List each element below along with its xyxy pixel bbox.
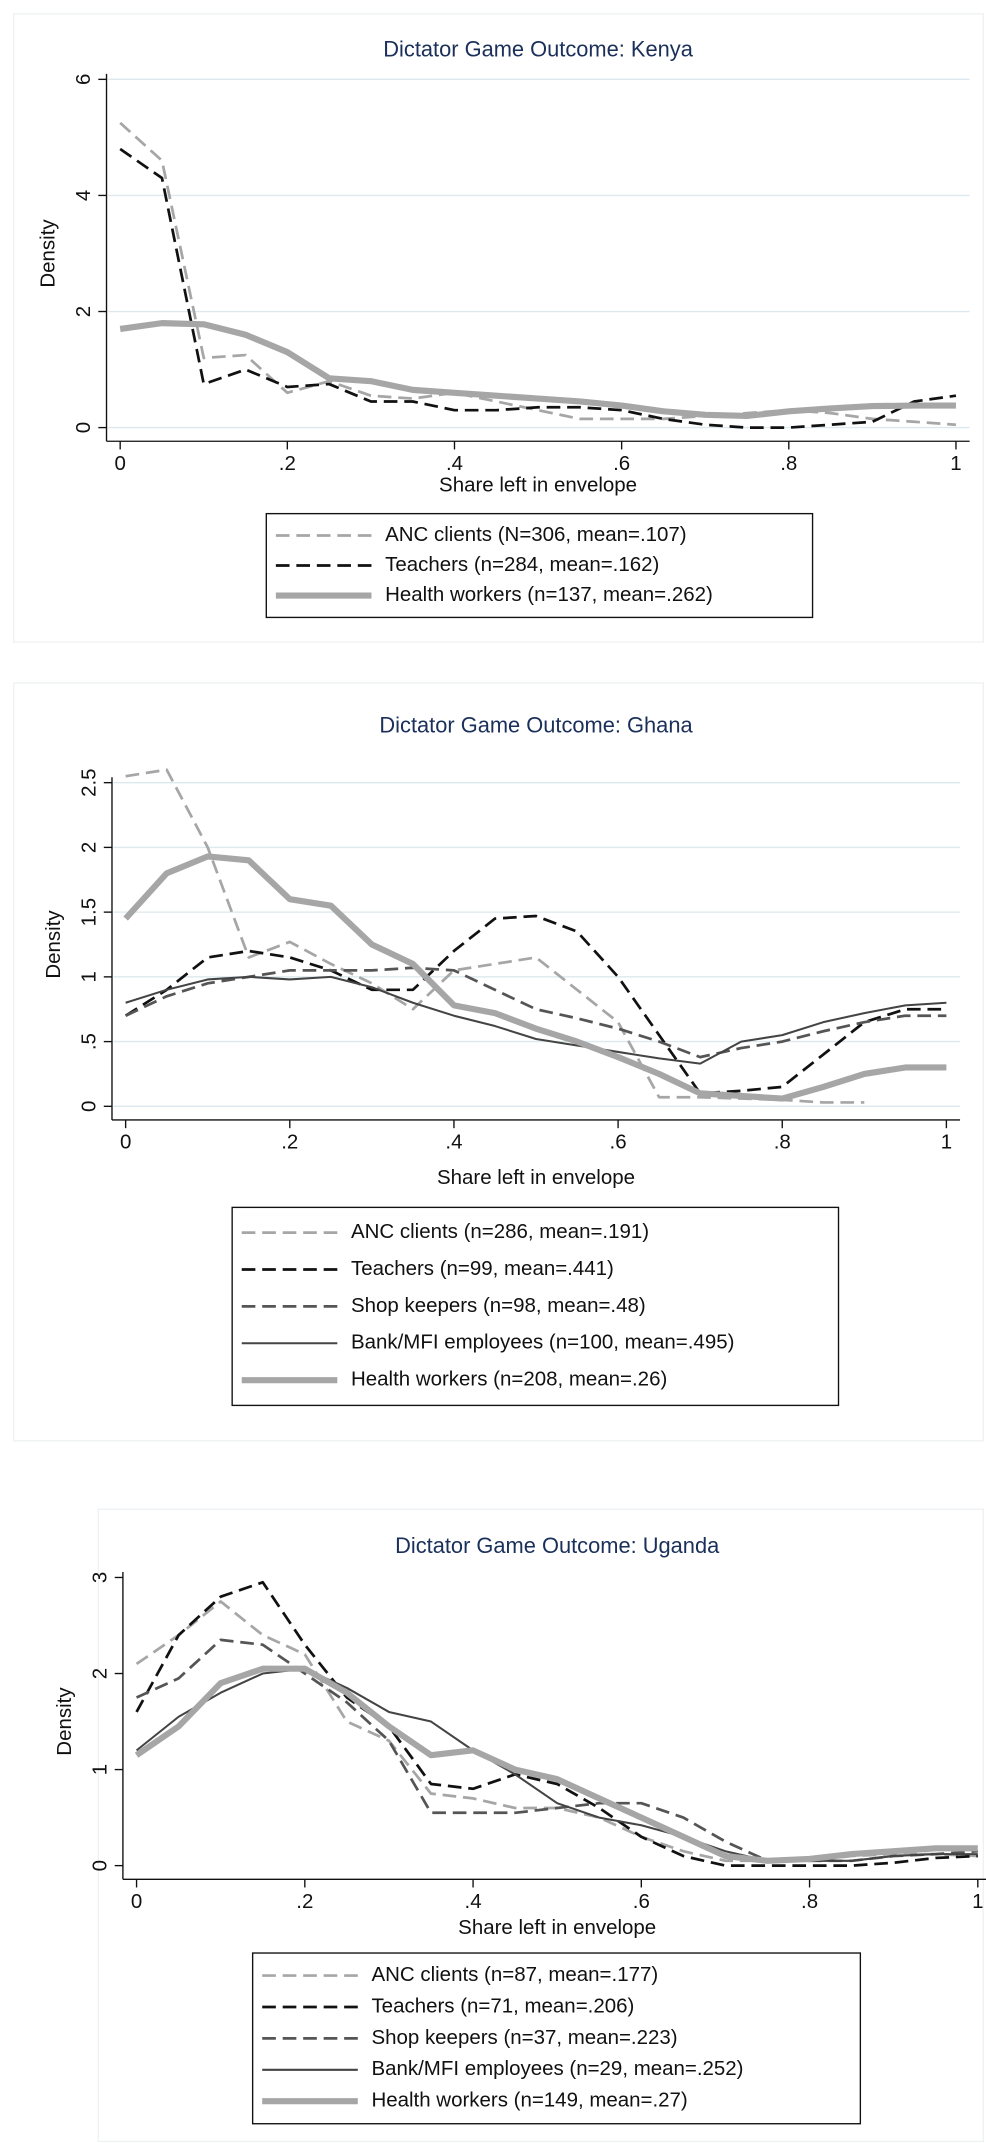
legend-label: Teachers (n=71, mean=.206) <box>371 1994 634 2017</box>
x-tick-label: .2 <box>296 1890 313 1913</box>
x-tick-label: 0 <box>114 452 125 475</box>
series-line <box>134 1665 978 1864</box>
y-axis-label: Density <box>53 1687 76 1756</box>
y-tick-label: 4 <box>72 190 95 201</box>
x-axis-label: Share left in envelope <box>437 1166 635 1189</box>
y-tick-label: .5 <box>78 1033 101 1050</box>
y-tick-label: 2.5 <box>78 768 101 796</box>
x-tick-label: .6 <box>610 1131 627 1154</box>
legend-label: Health workers (n=208, mean=.26) <box>351 1368 667 1391</box>
series-line <box>124 914 947 1095</box>
legend-label: Bank/MFI employees (n=100, mean=.495) <box>351 1331 734 1354</box>
x-tick-label: 1 <box>950 452 961 475</box>
legend-box <box>265 512 814 619</box>
x-tick-label: 0 <box>131 1890 142 1913</box>
chart-title: Dictator Game Outcome: Ghana <box>379 712 693 737</box>
legend-label: ANC clients (N=306, mean=.107) <box>385 523 687 546</box>
series-line <box>125 975 947 1065</box>
series-line <box>135 1600 978 1863</box>
y-axis-label: Density <box>37 219 60 288</box>
x-tick-label: 1 <box>941 1131 952 1154</box>
series-line <box>119 320 956 420</box>
x-tick-label: .8 <box>774 1131 791 1154</box>
legend-label: Health workers (n=137, mean=.262) <box>385 583 713 606</box>
x-tick-label: .4 <box>445 1131 462 1154</box>
x-tick-label: 0 <box>120 1131 131 1154</box>
y-tick-label: 6 <box>72 74 95 85</box>
y-tick-label: 0 <box>88 1860 111 1871</box>
panel <box>12 682 984 1442</box>
panel <box>12 13 984 643</box>
legend-label: Health workers (n=149, mean=.27) <box>371 2089 687 2112</box>
series-line <box>125 966 947 1059</box>
series-line <box>119 147 957 429</box>
chart-title: Dictator Game Outcome: Kenya <box>383 36 693 61</box>
legend-label: Shop keepers (n=98, mean=.48) <box>351 1294 646 1317</box>
x-tick-label: .8 <box>801 1890 818 1913</box>
y-tick-label: 2 <box>88 1668 111 1679</box>
x-tick-label: .4 <box>446 452 463 475</box>
series-line <box>123 853 947 1102</box>
legend-label: Shop keepers (n=37, mean=.223) <box>371 2026 677 2049</box>
y-tick-label: 2 <box>78 842 101 853</box>
x-axis-label: Share left in envelope <box>458 1916 656 1939</box>
series-line <box>125 768 865 1104</box>
y-tick-label: 3 <box>88 1572 111 1583</box>
legend-label: Bank/MFI employees (n=29, mean=.252) <box>371 2057 743 2080</box>
y-tick-label: 1.5 <box>78 898 101 926</box>
x-tick-label: .6 <box>613 452 630 475</box>
x-tick-label: .2 <box>279 452 296 475</box>
legend-label: Teachers (n=99, mean=.441) <box>351 1257 614 1280</box>
legend-label: ANC clients (n=87, mean=.177) <box>371 1963 658 1986</box>
series-line <box>135 1580 978 1867</box>
x-tick-label: .4 <box>465 1890 482 1913</box>
y-tick-label: 1 <box>78 971 101 982</box>
chart-title: Dictator Game Outcome: Uganda <box>395 1533 720 1558</box>
x-tick-label: .8 <box>780 452 797 475</box>
panel <box>97 1508 984 2143</box>
y-tick-label: 0 <box>78 1101 101 1112</box>
legend-label: ANC clients (n=286, mean=.191) <box>351 1220 649 1243</box>
x-tick-label: .2 <box>281 1131 298 1154</box>
legend-box <box>251 1952 862 2125</box>
series-line <box>135 1667 978 1862</box>
y-tick-label: 2 <box>72 306 95 317</box>
y-tick-label: 0 <box>72 422 95 433</box>
y-tick-label: 1 <box>88 1764 111 1775</box>
x-tick-label: 1 <box>972 1890 983 1913</box>
series-line <box>119 121 957 427</box>
legend-label: Teachers (n=284, mean=.162) <box>385 553 659 576</box>
y-axis-label: Density <box>42 910 65 979</box>
x-tick-label: .6 <box>633 1890 650 1913</box>
x-axis-label: Share left in envelope <box>439 474 637 497</box>
